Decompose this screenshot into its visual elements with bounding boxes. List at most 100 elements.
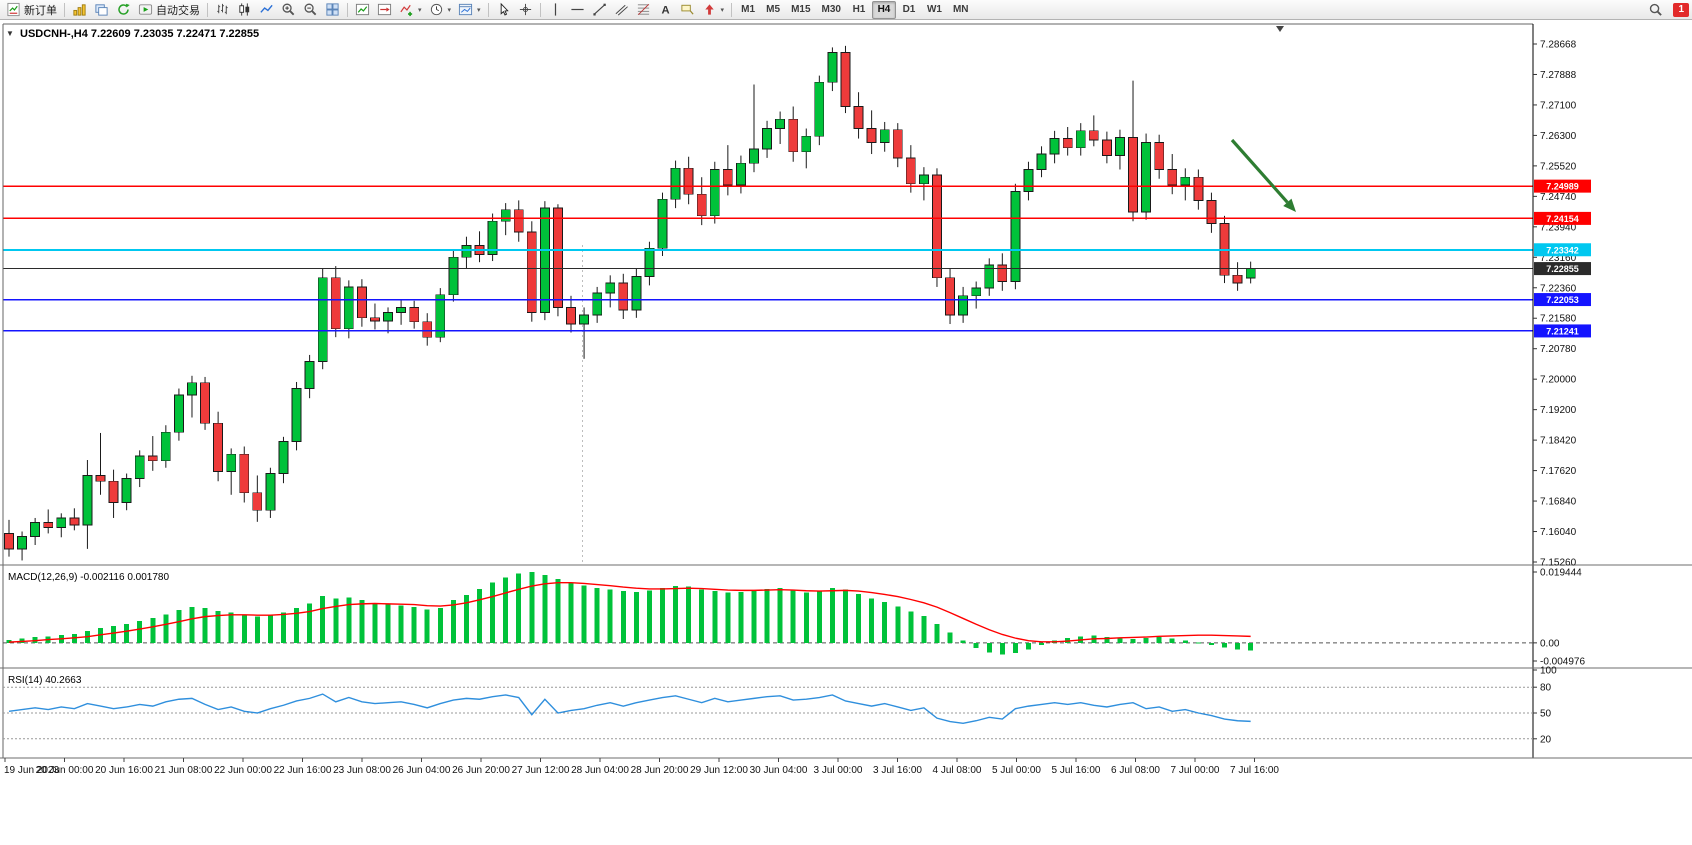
chart-canvas[interactable]: 7.28668 7.27888 7.27100 7.26300 7.25520 7.247… (0, 20, 1692, 845)
fibo-icon (636, 2, 651, 17)
macd-signal-line (8, 582, 1251, 643)
bar-yellow-icon (72, 2, 87, 17)
price-axis-label: 7.19200 (1540, 405, 1577, 416)
rsi-label: RSI(14) 40.2663 (8, 675, 82, 686)
tile-icon (325, 2, 340, 17)
timeframe-m30[interactable]: M30 (817, 1, 846, 19)
chart-shift-button[interactable] (374, 1, 395, 19)
timeframe-d1[interactable]: D1 (897, 1, 921, 19)
chart-end-marker[interactable] (1276, 26, 1284, 32)
time-axis-label: 20 Jun 16:00 (95, 765, 153, 776)
line-chart-mode-button[interactable] (256, 1, 277, 19)
price-axis-label: 7.18420 (1540, 436, 1577, 447)
chart-up-icon (355, 2, 370, 17)
support-blue-line-2-tag-label: 7.21241 (1546, 326, 1579, 336)
candles-mode-icon (237, 2, 252, 17)
trendline-icon (592, 2, 607, 17)
chart-shift-icon (377, 2, 392, 17)
profiles-button[interactable] (91, 1, 112, 19)
periods-button[interactable]: ▾ (426, 1, 455, 19)
rsi-line (8, 693, 1251, 725)
indicators-button[interactable]: ▾ (396, 1, 425, 19)
horizontal-line-button[interactable] (567, 1, 588, 19)
candles-layer (4, 45, 1256, 561)
crosshair-button[interactable] (515, 1, 536, 19)
timeframe-m1[interactable]: M1 (736, 1, 760, 19)
vertical-line-button[interactable] (545, 1, 566, 19)
candlestick-mode-button[interactable] (234, 1, 255, 19)
vline-icon (548, 2, 563, 17)
timeframe-h4[interactable]: H4 (871, 0, 896, 19)
macd-axis-label: 0.019444 (1540, 568, 1582, 579)
chart-title: USDCNH-,H4 7.22609 7.23035 7.22471 7.228… (20, 28, 259, 40)
timeframe-m5[interactable]: M5 (761, 1, 785, 19)
price-axis-label: 7.25520 (1540, 161, 1577, 172)
toolbar-separator (64, 2, 65, 17)
chart-window[interactable]: 7.28668 7.27888 7.27100 7.26300 7.25520 7.247… (0, 20, 1692, 845)
refresh-button[interactable] (113, 1, 134, 19)
crosshair-icon (518, 2, 533, 17)
fibonacci-button[interactable] (633, 1, 654, 19)
timeframe-w1-label: W1 (926, 4, 942, 15)
timeframe-m15[interactable]: M15 (786, 1, 815, 19)
time-axis-label: 7 Jul 16:00 (1230, 765, 1279, 776)
text-label-button[interactable] (677, 1, 698, 19)
rsi-axis-label: 50 (1540, 709, 1552, 720)
timeframe-h1[interactable]: H1 (847, 1, 871, 19)
price-axis-label: 7.28668 (1540, 40, 1577, 51)
bars-mode-icon (215, 2, 230, 17)
notification-badge[interactable]: 1 (1673, 2, 1689, 17)
tile-windows-button[interactable] (322, 1, 343, 19)
time-axis-label: 4 Jul 08:00 (933, 765, 982, 776)
timeframe-w1[interactable]: W1 (922, 1, 947, 19)
toolbar-separator (487, 2, 489, 17)
dropdown-caret-icon[interactable]: ▾ (447, 6, 452, 14)
trendline-button[interactable] (589, 1, 610, 19)
zoom-in-icon (281, 2, 296, 17)
timeframe-mn[interactable]: MN (948, 1, 974, 19)
zoom-in-button[interactable] (278, 1, 299, 19)
price-axis-label: 7.27888 (1540, 70, 1577, 81)
price-axis-label: 7.27100 (1540, 100, 1577, 111)
cursor-button[interactable] (493, 1, 514, 19)
time-axis-label: 19 Jun 2023 (4, 765, 59, 776)
chart-menu-arrow[interactable]: ▼ (6, 29, 14, 38)
rsi-axis-label: 20 (1540, 734, 1552, 745)
support-cyan-line-tag (1534, 243, 1591, 257)
time-axis-label: 22 Jun 00:00 (214, 765, 272, 776)
chart-window-button[interactable] (352, 1, 373, 19)
text-button[interactable]: A (655, 1, 676, 19)
templates-button[interactable]: ▾ (455, 1, 484, 19)
time-axis-label: 22 Jun 16:00 (274, 765, 332, 776)
zoom-out-button[interactable] (300, 1, 321, 19)
price-tags-layer: 7.24989 7.24154 7.23342 7.22855 7.22053 7.212… (1534, 179, 1591, 338)
price-axis-label: 7.23160 (1540, 253, 1577, 264)
search-button[interactable] (1645, 1, 1666, 19)
new-chart-button[interactable] (69, 1, 90, 19)
current-price-line-tag-label: 7.22855 (1546, 264, 1579, 274)
bar-chart-mode-button[interactable] (212, 1, 233, 19)
price-axis[interactable]: 7.28668 7.27888 7.27100 7.26300 7.25520 7.247… (1533, 40, 1577, 569)
annotation-arrow[interactable] (1230, 138, 1296, 212)
indicator-add-icon (399, 2, 414, 17)
time-axis-label: 21 Jun 08:00 (155, 765, 213, 776)
time-axis-label: 28 Jun 04:00 (571, 765, 629, 776)
timeframe-mn-label: MN (952, 4, 969, 15)
timeframe-m30-label: M30 (821, 4, 841, 15)
price-axis-label: 7.20000 (1540, 375, 1577, 386)
arrows-button[interactable]: ▾ (699, 1, 728, 19)
dropdown-caret-icon[interactable]: ▾ (477, 6, 481, 14)
dropdown-caret-icon[interactable]: ▾ (418, 6, 422, 14)
autotrade-icon (138, 2, 153, 17)
time-axis-label: 26 Jun 04:00 (393, 765, 451, 776)
channel-button[interactable] (611, 1, 632, 19)
resistance-line-1-tag (1534, 179, 1591, 193)
dropdown-caret-icon[interactable]: ▾ (720, 6, 725, 14)
time-axis-label: 23 Jun 08:00 (333, 765, 391, 776)
price-axis-label: 7.26300 (1540, 131, 1577, 142)
toolbar-separator (207, 2, 208, 17)
autotrading-button[interactable]: 自动交易 (135, 1, 203, 19)
time-axis-label: 27 Jun 12:00 (512, 765, 570, 776)
new-order-button[interactable]: 新订单 (3, 1, 60, 19)
